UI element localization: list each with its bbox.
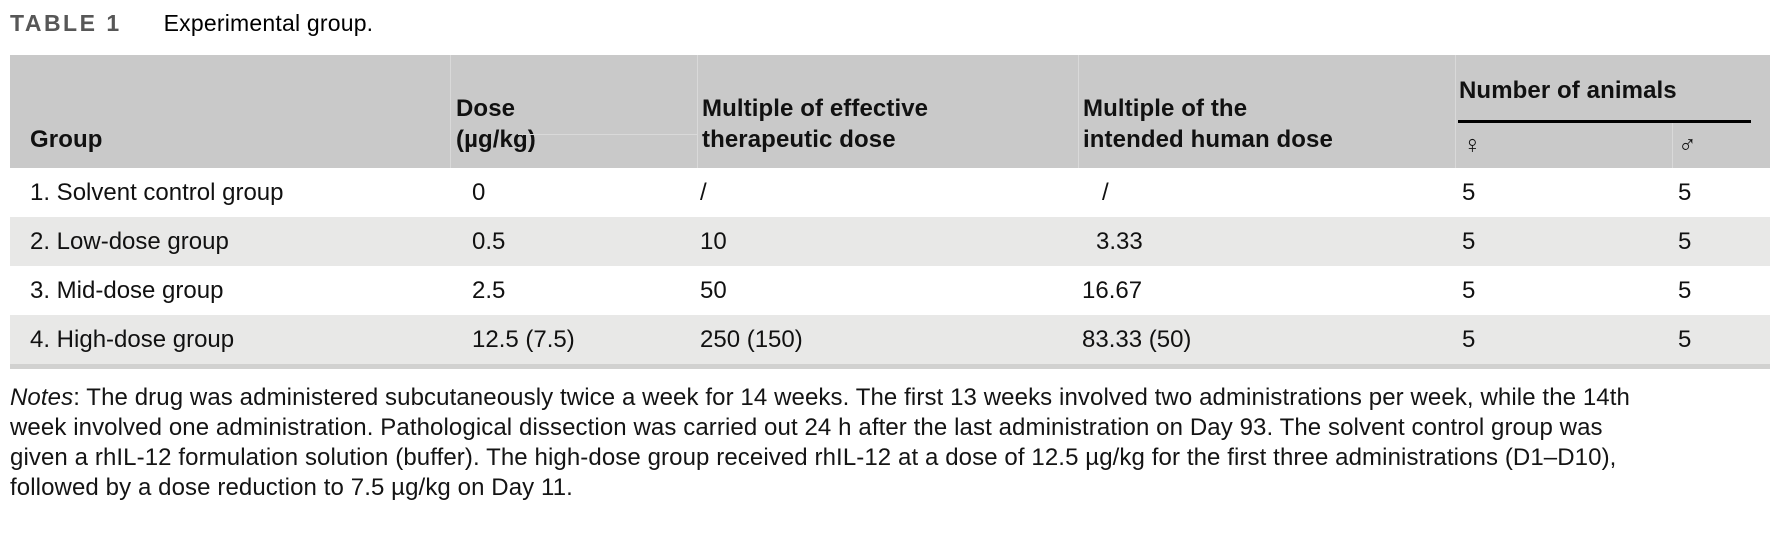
cell-multiple-human: 3.33 bbox=[1096, 227, 1143, 255]
column-header-number-of-animals: Number of animals ♀ ♂ bbox=[1455, 55, 1770, 168]
female-symbol: ♀ bbox=[1463, 131, 1482, 159]
column-header-dose-line2: (µg/kg) bbox=[456, 126, 536, 153]
notes-label: Notes bbox=[10, 384, 74, 411]
table-header-row: Group Dose (µg/kg) Multiple of effective… bbox=[10, 55, 1770, 168]
table-row: 3. Mid-dose group 2.5 50 16.67 5 5 bbox=[10, 266, 1770, 315]
notes-line: Notes: The drug was administered subcuta… bbox=[10, 383, 1778, 413]
cell-male-count: 5 bbox=[1678, 276, 1692, 304]
cell-dose: 12.5 (7.5) bbox=[472, 325, 575, 353]
male-symbol: ♂ bbox=[1672, 123, 1770, 168]
cell-group: 2. Low-dose group bbox=[30, 227, 229, 255]
cell-dose: 0 bbox=[472, 178, 486, 206]
cell-female-count: 5 bbox=[1462, 325, 1476, 353]
cell-group: 1. Solvent control group bbox=[30, 178, 284, 206]
table-bottom-border bbox=[10, 364, 1770, 369]
cell-group: 3. Mid-dose group bbox=[30, 276, 224, 304]
cell-multiple-effective: 50 bbox=[700, 276, 727, 304]
table-row: 1. Solvent control group 0 / / 5 5 bbox=[10, 168, 1770, 217]
cell-dose: 0.5 bbox=[472, 227, 506, 255]
sex-subheader-row: ♀ ♂ bbox=[1456, 123, 1770, 168]
table-caption: TABLE 1 Experimental group. bbox=[10, 8, 373, 38]
cell-male-count: 5 bbox=[1678, 325, 1692, 353]
column-header-dose-line1: Dose bbox=[456, 95, 516, 122]
column-header-human-line1: Multiple of the bbox=[1083, 95, 1248, 122]
table-caption-title: Experimental group. bbox=[163, 10, 374, 36]
cell-male-count: 5 bbox=[1678, 178, 1692, 206]
cell-female-count: 5 bbox=[1462, 227, 1476, 255]
notes-line: followed by a dose reduction to 7.5 µg/k… bbox=[10, 474, 573, 501]
number-of-animals-label: Number of animals bbox=[1459, 77, 1677, 104]
cell-group: 4. High-dose group bbox=[30, 325, 235, 353]
number-of-animals-underline bbox=[1458, 120, 1751, 123]
table-row: 2. Low-dose group 0.5 10 3.33 5 5 bbox=[10, 217, 1770, 266]
cell-multiple-human: / bbox=[1102, 178, 1109, 206]
column-header-group: Group bbox=[10, 55, 450, 168]
header-cell-hairline bbox=[518, 134, 697, 135]
column-header-effective-line2: therapeutic dose bbox=[702, 126, 896, 153]
column-header-effective-line1: Multiple of effective bbox=[702, 95, 929, 122]
column-header-effective-dose: Multiple of effective therapeutic dose bbox=[697, 55, 1078, 168]
cell-multiple-human: 83.33 (50) bbox=[1082, 325, 1192, 353]
column-header-dose: Dose (µg/kg) bbox=[450, 55, 697, 168]
cell-female-count: 5 bbox=[1462, 178, 1476, 206]
column-header-group-label: Group bbox=[30, 126, 103, 153]
table-notes: Notes: The drug was administered subcuta… bbox=[10, 383, 1778, 503]
cell-multiple-effective: / bbox=[700, 178, 707, 206]
experimental-group-table: Group Dose (µg/kg) Multiple of effective… bbox=[10, 55, 1770, 369]
notes-line: given a rhIL-12 formulation solution (bu… bbox=[10, 444, 1617, 471]
column-header-human-dose: Multiple of the intended human dose bbox=[1078, 55, 1455, 168]
cell-dose: 2.5 bbox=[472, 276, 506, 304]
column-header-human-line2: intended human dose bbox=[1083, 126, 1333, 153]
notes-line: week involved one administration. Pathol… bbox=[10, 414, 1603, 441]
cell-male-count: 5 bbox=[1678, 227, 1692, 255]
cell-multiple-effective: 250 (150) bbox=[700, 325, 803, 353]
cell-female-count: 5 bbox=[1462, 276, 1476, 304]
cell-multiple-human: 16.67 bbox=[1082, 276, 1143, 304]
table-row: 4. High-dose group 12.5 (7.5) 250 (150) … bbox=[10, 315, 1770, 364]
notes-line1-text: : The drug was administered subcutaneous… bbox=[73, 384, 1630, 411]
cell-multiple-effective: 10 bbox=[700, 227, 727, 255]
table-caption-number: TABLE 1 bbox=[10, 10, 122, 36]
